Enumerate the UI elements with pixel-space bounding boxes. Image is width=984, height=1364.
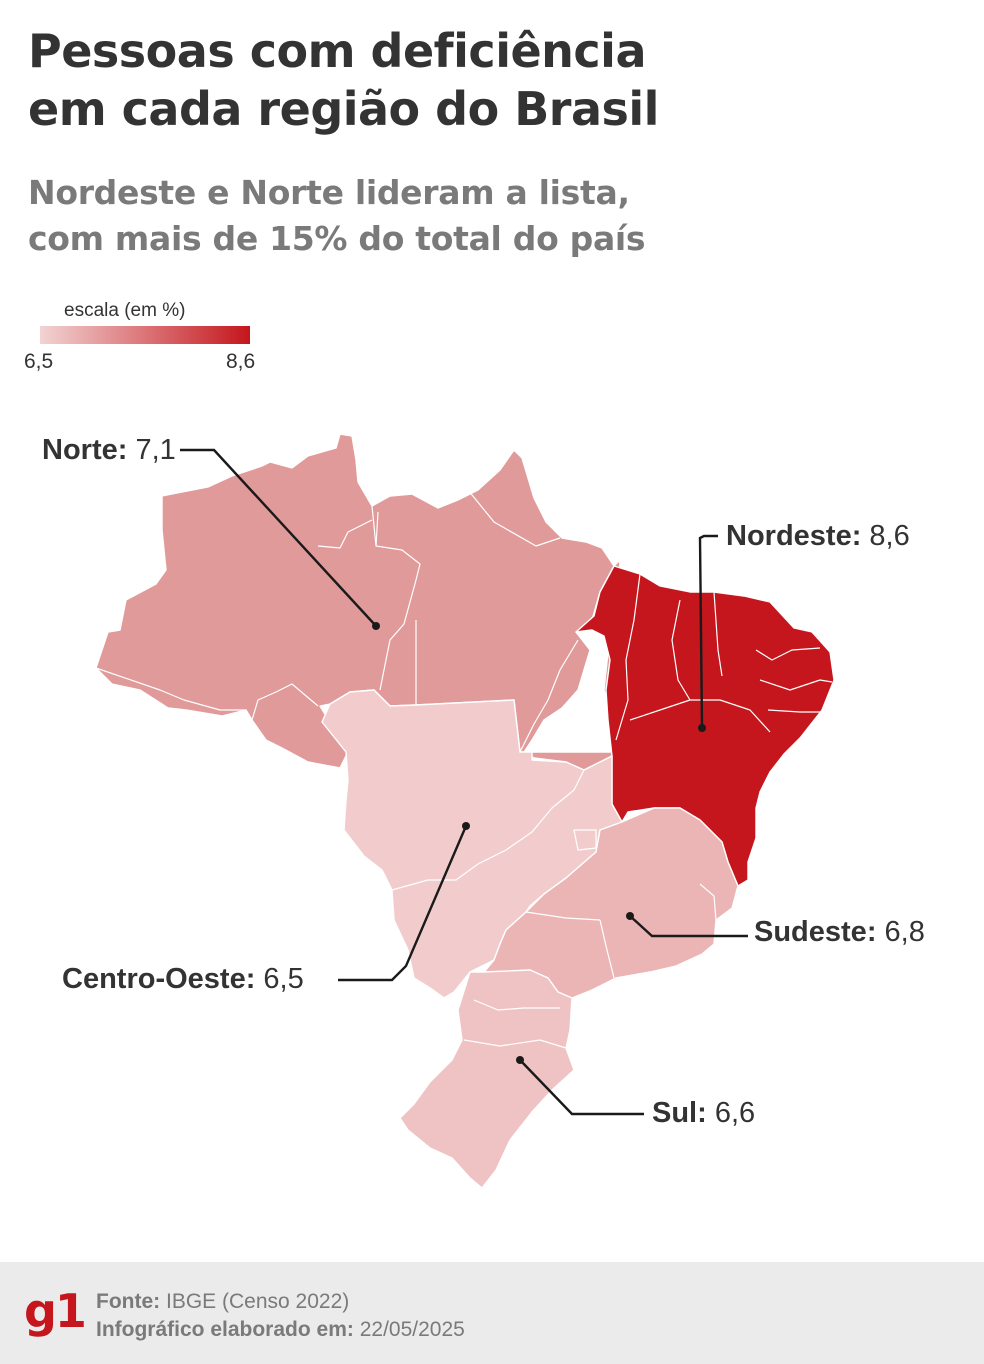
leader-line-norte — [180, 448, 377, 627]
leader-line-nordeste — [698, 534, 718, 729]
footer: g1 Fonte: IBGE (Censo 2022) Infográfico … — [0, 1262, 984, 1364]
label-sul-value: 6,6 — [714, 1097, 756, 1129]
leader-lines — [180, 448, 748, 1116]
footer-source-value: IBGE (Censo 2022) — [166, 1290, 350, 1313]
leader-dot-norte — [372, 622, 380, 630]
label-nordeste: Nordeste: 8,6 — [726, 519, 910, 553]
leader-dot-centro-oeste — [462, 822, 470, 830]
title-line-2: em cada região do Brasil — [28, 82, 659, 136]
footer-source-label: Fonte: — [96, 1290, 161, 1313]
legend-max: 8,6 — [226, 350, 256, 373]
state-borders — [95, 489, 833, 1049]
label-sudeste-name: Sudeste: — [754, 916, 877, 948]
label-sul: Sul: 6,6 — [652, 1096, 755, 1130]
legend-gradient-bar — [40, 326, 250, 344]
leader-line-sudeste — [629, 915, 748, 938]
subtitle-line-2: com mais de 15% do total do país — [28, 219, 646, 258]
label-norte: Norte: 7,1 — [42, 433, 176, 467]
leader-dot-sudeste — [626, 912, 634, 920]
label-sudeste-value: 6,8 — [884, 916, 925, 948]
title-line-1: Pessoas com deficiência — [28, 24, 647, 78]
leader-line-sul — [519, 1059, 644, 1116]
label-centro-oeste-value: 6,5 — [263, 963, 304, 995]
label-norte-value: 7,1 — [135, 434, 176, 466]
label-sul-name: Sul: — [652, 1097, 707, 1129]
leader-line-centro-oeste — [338, 825, 468, 982]
label-norte-name: Norte: — [42, 434, 128, 466]
footer-source: Fonte: IBGE (Censo 2022) — [96, 1290, 349, 1314]
footer-date-label: Infográfico elaborado em: — [96, 1318, 354, 1341]
label-nordeste-name: Nordeste: — [726, 520, 862, 552]
leader-dot-nordeste — [698, 724, 706, 732]
label-sudeste: Sudeste: 6,8 — [754, 915, 925, 949]
page-title: Pessoas com deficiência em cada região d… — [28, 22, 948, 138]
g1-logo: g1 — [24, 1284, 87, 1338]
leader-dots — [372, 622, 706, 1064]
legend-title: escala (em %) — [64, 300, 186, 321]
leader-dot-sul — [516, 1056, 524, 1064]
legend-min: 6,5 — [24, 350, 54, 373]
footer-date: Infográfico elaborado em: 22/05/2025 — [96, 1318, 465, 1342]
page-subtitle: Nordeste e Norte lideram a lista, com ma… — [28, 170, 948, 262]
region-sudeste-shape — [483, 807, 739, 999]
region-sul-shape — [399, 969, 575, 1189]
label-centro-oeste-name: Centro-Oeste: — [62, 963, 256, 995]
label-centro-oeste: Centro-Oeste: 6,5 — [62, 962, 304, 996]
subtitle-line-1: Nordeste e Norte lideram a lista, — [28, 173, 630, 212]
label-nordeste-value: 8,6 — [869, 520, 910, 552]
brazil-map — [95, 433, 835, 1189]
footer-date-value: 22/05/2025 — [359, 1318, 465, 1341]
